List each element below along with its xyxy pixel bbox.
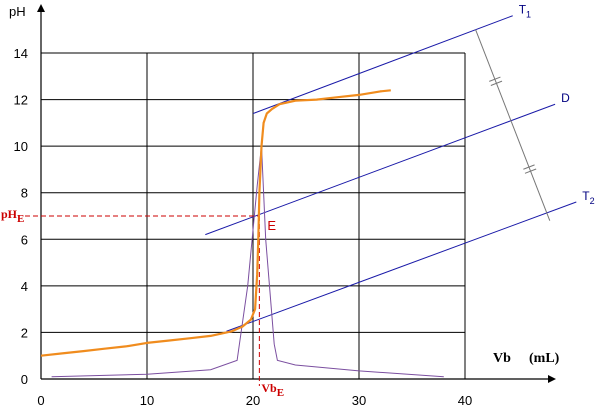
y-tick-label: 12 <box>14 93 28 108</box>
equal-length-tick <box>524 168 537 174</box>
y-axis-title: pH <box>9 4 26 19</box>
y-tick-label: 8 <box>21 186 28 201</box>
tangent-line-T1 <box>252 15 513 115</box>
vb-e-sub: E <box>277 387 284 399</box>
tick-labels: 0 10 20 30 40 0 2 4 6 8 10 12 14 <box>14 46 473 408</box>
tangent-line-T2 <box>226 201 577 332</box>
equivalence-point-label: E <box>267 218 276 233</box>
equal-length-tick <box>489 76 501 82</box>
tangent-label-T1: T1 <box>519 3 531 20</box>
x-tick-label: 30 <box>352 393 366 408</box>
tangent-lines: T1 D T2 <box>205 3 595 332</box>
equal-length-tick <box>523 164 535 170</box>
x-tick-label: 0 <box>37 393 44 408</box>
tangent-line-D <box>205 103 556 236</box>
tangent-label-sub: 2 <box>590 196 595 206</box>
y-tick-label: 4 <box>21 279 28 294</box>
y-tick-label: 14 <box>14 46 28 61</box>
x-tick-label: 20 <box>246 393 260 408</box>
ph-curve <box>40 89 391 357</box>
y-tick-label: 6 <box>21 232 28 247</box>
series <box>40 89 444 378</box>
equal-length-tick <box>490 80 503 86</box>
derivative-curve <box>51 146 444 378</box>
x-axis-unit: (mL) <box>529 351 560 366</box>
tangent-label-D: D <box>561 91 570 105</box>
ph-e-label: pHE <box>1 207 24 225</box>
tangent-label-T2: T2 <box>582 189 594 206</box>
vb-e-label: VbE <box>261 381 284 399</box>
x-axis-title: Vb <box>493 351 511 366</box>
y-tick-label: 10 <box>14 139 28 154</box>
perpendicular-segment <box>475 29 551 221</box>
y-tick-label: 2 <box>21 325 28 340</box>
x-tick-label: 10 <box>140 393 154 408</box>
equivalence-markers <box>25 215 260 386</box>
axes <box>37 4 556 383</box>
y-tick-label: 0 <box>21 372 28 387</box>
tangent-label-sub: 1 <box>526 10 531 20</box>
x-tick-label: 40 <box>458 393 472 408</box>
y-axis-arrow <box>37 4 45 12</box>
x-axis-arrow <box>548 375 556 383</box>
ph-e-sub: E <box>17 213 24 225</box>
